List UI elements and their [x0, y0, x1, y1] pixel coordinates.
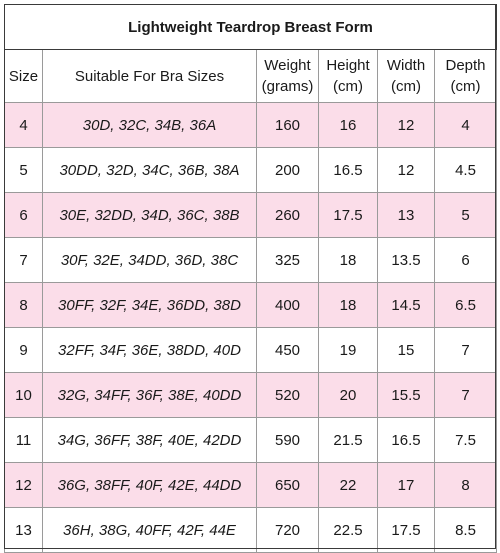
height-cell: 18 [318, 282, 378, 328]
header-row: Size Suitable For Bra Sizes Weight (grams… [4, 49, 498, 103]
table-row: 11 34G, 36FF, 38F, 40E, 42DD 590 21.5 16… [4, 417, 498, 463]
outer-frame [4, 4, 496, 549]
height-cell: 20 [318, 372, 378, 418]
bra-sizes-cell: 30FF, 32F, 34E, 36DD, 38D [42, 282, 257, 328]
bra-sizes-cell: 30DD, 32D, 34C, 36B, 38A [42, 147, 257, 193]
height-cell: 22 [318, 462, 378, 508]
width-cell: 13.5 [377, 237, 435, 283]
depth-cell: 4.5 [433, 147, 498, 193]
height-cell: 16.5 [318, 147, 378, 193]
bra-sizes-cell: 34G, 36FF, 38F, 40E, 42DD [42, 417, 257, 463]
bra-sizes-cell: 30E, 32DD, 34D, 36C, 38B [42, 192, 257, 238]
header-size: Size [4, 49, 43, 103]
depth-cell: 7 [433, 372, 498, 418]
table-row: 13 36H, 38G, 40FF, 42F, 44E 720 22.5 17.… [4, 507, 498, 553]
height-cell: 16 [318, 102, 378, 148]
height-cell: 17.5 [318, 192, 378, 238]
size-cell: 13 [4, 507, 43, 553]
size-cell: 8 [4, 282, 43, 328]
header-weight: Weight (grams) [256, 49, 319, 103]
height-cell: 18 [318, 237, 378, 283]
depth-cell: 6.5 [433, 282, 498, 328]
depth-cell: 7.5 [433, 417, 498, 463]
width-cell: 12 [377, 102, 435, 148]
size-cell: 10 [4, 372, 43, 418]
depth-cell: 4 [433, 102, 498, 148]
width-cell: 17.5 [377, 507, 435, 553]
size-cell: 12 [4, 462, 43, 508]
header-depth: Depth (cm) [433, 49, 498, 103]
size-cell: 4 [4, 102, 43, 148]
width-cell: 13 [377, 192, 435, 238]
width-cell: 15.5 [377, 372, 435, 418]
width-cell: 16.5 [377, 417, 435, 463]
header-width: Width (cm) [377, 49, 435, 103]
weight-cell: 520 [256, 372, 319, 418]
weight-cell: 650 [256, 462, 319, 508]
weight-cell: 400 [256, 282, 319, 328]
weight-cell: 160 [256, 102, 319, 148]
weight-cell: 450 [256, 327, 319, 373]
table-title: Lightweight Teardrop Breast Form [3, 4, 498, 50]
bra-sizes-cell: 30F, 32E, 34DD, 36D, 38C [42, 237, 257, 283]
width-cell: 17 [377, 462, 435, 508]
height-cell: 21.5 [318, 417, 378, 463]
size-chart-table: Lightweight Teardrop Breast Form Size Su… [3, 4, 498, 553]
table-row: 12 36G, 38FF, 40F, 42E, 44DD 650 22 17 8 [4, 462, 498, 508]
table-row: 6 30E, 32DD, 34D, 36C, 38B 260 17.5 13 5 [4, 192, 498, 238]
table-row: 8 30FF, 32F, 34E, 36DD, 38D 400 18 14.5 … [4, 282, 498, 328]
weight-cell: 720 [256, 507, 319, 553]
height-cell: 19 [318, 327, 378, 373]
bra-sizes-cell: 36G, 38FF, 40F, 42E, 44DD [42, 462, 257, 508]
depth-cell: 8.5 [433, 507, 498, 553]
depth-cell: 7 [433, 327, 498, 373]
weight-cell: 260 [256, 192, 319, 238]
width-cell: 14.5 [377, 282, 435, 328]
weight-cell: 590 [256, 417, 319, 463]
table-row: 5 30DD, 32D, 34C, 36B, 38A 200 16.5 12 4… [4, 147, 498, 193]
height-cell: 22.5 [318, 507, 378, 553]
weight-cell: 200 [256, 147, 319, 193]
